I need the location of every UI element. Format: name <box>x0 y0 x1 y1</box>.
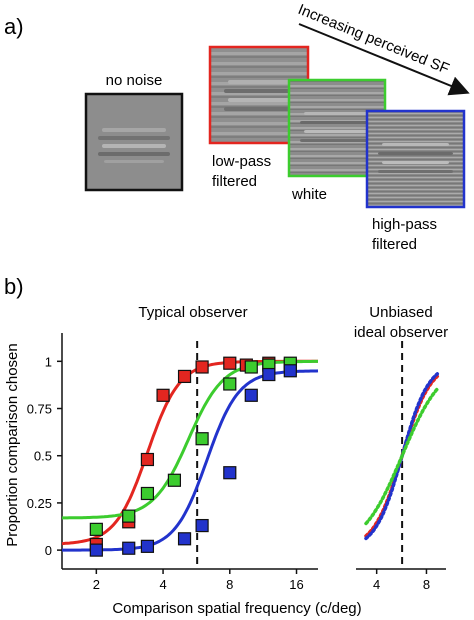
ideal-chart-title-line1: Unbiased <box>369 304 432 321</box>
panel-b-label: b) <box>4 274 24 299</box>
x-tick-label: 8 <box>226 577 233 592</box>
stimulus-label-white: white <box>291 186 327 203</box>
y-tick-label: 1 <box>45 354 52 369</box>
ideal-observer-chart: Unbiased ideal observer 4 8 <box>354 304 448 592</box>
x-tick-label: 16 <box>289 577 303 592</box>
fit-curve <box>62 359 318 520</box>
data-point <box>140 452 155 467</box>
perceived-sf-arrow <box>298 23 470 96</box>
data-point <box>223 356 237 370</box>
data-point <box>223 466 237 480</box>
data-point <box>195 360 209 374</box>
data-point <box>195 518 209 533</box>
data-point <box>167 473 182 487</box>
arrow-label: Increasing perceived SF <box>295 1 451 78</box>
typical-observer-chart: Typical observer Proportion comparison c… <box>4 304 319 592</box>
data-point <box>244 388 258 402</box>
stimulus-label-no-noise: no noise <box>106 72 163 89</box>
y-tick-label: 0.25 <box>27 496 52 511</box>
data-point <box>89 543 103 557</box>
x-axis-title: Comparison spatial frequency (c/deg) <box>112 600 361 617</box>
y-tick-label: 0.5 <box>34 449 52 464</box>
x-tick-label: 2 <box>93 577 100 592</box>
stimulus-border <box>84 92 184 192</box>
stimulus-label-high-pass-line2: filtered <box>372 236 417 253</box>
y-tick-label: 0.75 <box>27 402 52 417</box>
data-point <box>140 486 155 501</box>
data-point <box>140 539 155 553</box>
data-point <box>283 364 297 378</box>
gabor-grating <box>98 128 170 163</box>
data-point <box>262 367 276 382</box>
panel-a-label: a) <box>4 14 24 39</box>
chart-title: Typical observer <box>138 304 247 321</box>
data-point <box>177 369 192 384</box>
data-point <box>89 522 103 536</box>
data-point <box>177 532 192 546</box>
ideal-curve <box>364 387 440 526</box>
stimulus-label-low-pass-line1: low-pass <box>212 153 271 170</box>
data-point <box>195 432 209 446</box>
stimulus-border <box>365 109 466 209</box>
y-tick-label: 0 <box>45 543 52 558</box>
data-point <box>156 388 170 402</box>
stimulus-label-low-pass-line2: filtered <box>212 173 257 190</box>
stimulus-label-high-pass-line1: high-pass <box>372 216 437 233</box>
stimulus-no-noise: no noise <box>84 72 184 192</box>
ideal-chart-title-line2: ideal observer <box>354 324 448 341</box>
ideal-x-tick-label: 4 <box>373 577 380 592</box>
data-point <box>223 377 237 391</box>
ideal-x-tick-label: 8 <box>423 577 430 592</box>
x-tick-label: 4 <box>159 577 166 592</box>
data-point <box>244 360 258 374</box>
y-axis-title: Proportion comparison chosen <box>4 343 21 546</box>
data-point <box>122 541 136 555</box>
data-point <box>122 509 136 523</box>
stimulus-high-pass: high-pass filtered <box>365 109 466 253</box>
